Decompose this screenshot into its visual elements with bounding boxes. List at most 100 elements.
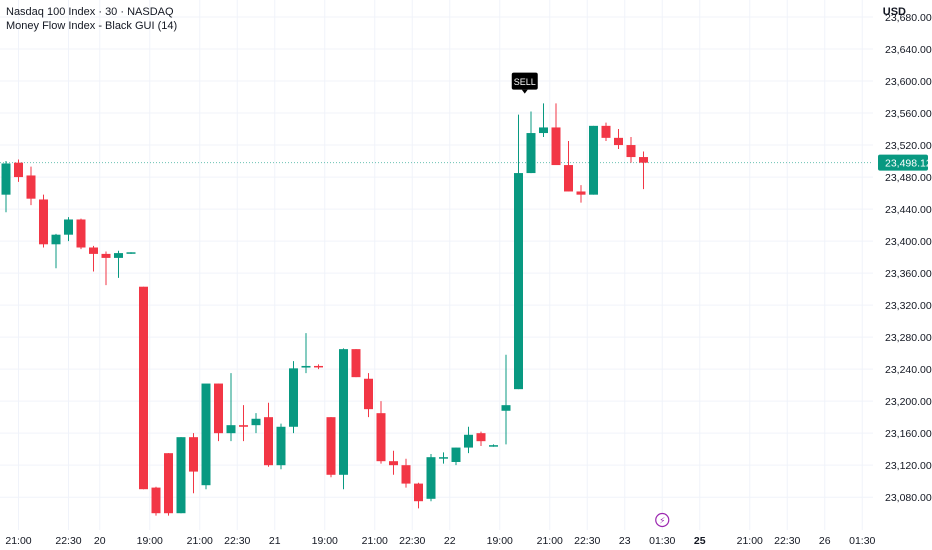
- candle: [564, 141, 573, 192]
- candle-body: [151, 487, 161, 514]
- candle: [26, 166, 36, 206]
- candle-body: [276, 426, 286, 466]
- candle-body: [26, 175, 36, 199]
- candle: [176, 437, 186, 514]
- price-tick-label: 23,600.00: [885, 76, 932, 88]
- time-tick-label: 21: [269, 535, 281, 547]
- time-tick-label: 22: [444, 535, 456, 547]
- candle-body: [501, 405, 511, 411]
- candle-body: [126, 252, 136, 254]
- lightning-symbol: ⚡: [659, 517, 665, 527]
- candle-body: [576, 191, 586, 195]
- candle-body: [76, 219, 86, 248]
- candle: [326, 417, 336, 478]
- candle: [339, 348, 348, 490]
- time-tick-label: 01:30: [849, 535, 875, 547]
- candle: [451, 447, 461, 466]
- candle: [476, 431, 486, 446]
- time-tick-label: 22:30: [774, 535, 800, 547]
- candle-body: [526, 133, 536, 174]
- price-tick-label: 23,320.00: [885, 300, 932, 312]
- price-tick-label: 23,680.00: [885, 12, 932, 24]
- price-tick-label: 23,400.00: [885, 236, 932, 248]
- candle: [276, 423, 286, 470]
- time-tick-label: 25: [694, 535, 706, 547]
- candle: [389, 450, 398, 475]
- candle: [139, 286, 148, 490]
- candle-body: [251, 418, 261, 426]
- candle: [614, 129, 623, 150]
- candle: [39, 194, 48, 248]
- candle: [601, 122, 611, 142]
- candle-body: [226, 425, 236, 434]
- candle: [414, 482, 423, 509]
- time-tick-label: 01:30: [649, 535, 675, 547]
- time-tick-label: 21:00: [5, 535, 31, 547]
- indicator-title[interactable]: Money Flow Index - Black GUI (14): [6, 20, 178, 32]
- candle-body: [364, 378, 373, 410]
- price-tick-label: 23,520.00: [885, 140, 932, 152]
- candle: [626, 137, 636, 163]
- candle-body: [326, 417, 336, 475]
- candle-body: [14, 162, 23, 178]
- candle: [76, 218, 86, 250]
- candle: [314, 364, 323, 370]
- candle-body: [101, 253, 111, 258]
- candle-body: [201, 383, 211, 486]
- time-tick-label: 19:00: [137, 535, 163, 547]
- candle: [439, 452, 448, 464]
- candle-body: [439, 457, 448, 459]
- candle-body: [426, 457, 436, 499]
- currency-label[interactable]: USD: [882, 6, 906, 18]
- candle-body: [264, 417, 273, 466]
- sell-signal[interactable]: SELL: [511, 72, 538, 94]
- last-price-badge: [878, 154, 928, 171]
- sell-signal-label: SELL: [514, 77, 536, 87]
- time-tick-label: 20: [94, 535, 106, 547]
- price-tick-label: 23,560.00: [885, 108, 932, 120]
- candle-body: [551, 127, 561, 166]
- candle-body: [351, 349, 361, 378]
- price-tick-label: 23,240.00: [885, 364, 932, 376]
- time-tick-label: 22:30: [55, 535, 81, 547]
- candle: [301, 333, 311, 374]
- candle-body: [1, 163, 11, 195]
- candle: [526, 111, 536, 174]
- candle-body: [614, 137, 623, 146]
- symbol-title[interactable]: Nasdaq 100 Index · 30 · NASDAQ: [6, 6, 174, 18]
- candle: [101, 251, 111, 286]
- candle: [426, 453, 436, 502]
- candle: [239, 405, 248, 442]
- price-axis-background: [873, 0, 932, 550]
- candle: [151, 486, 161, 516]
- candle-body: [289, 368, 298, 427]
- time-tick-label: 19:00: [312, 535, 338, 547]
- time-tick-label: 21:00: [537, 535, 563, 547]
- time-axis[interactable]: 21:00 22:30 20 19:00 21:00 22:30 21 19:00 21:00 2…: [0, 530, 932, 550]
- candle-body: [414, 483, 423, 502]
- price-tick-label: 23,640.00: [885, 44, 932, 56]
- candle-body: [389, 461, 398, 466]
- candle-body: [39, 199, 48, 245]
- candle: [364, 373, 373, 418]
- time-tick-label: 22:30: [574, 535, 600, 547]
- candle: [639, 151, 648, 190]
- candle-body: [114, 253, 123, 258]
- lightning-icon[interactable]: ⚡: [655, 512, 670, 528]
- candle: [14, 159, 23, 182]
- price-tick-label: 23,120.00: [885, 460, 932, 472]
- time-tick-label: 21:00: [737, 535, 763, 547]
- candle: [289, 361, 298, 434]
- time-tick-label: 22:30: [399, 535, 425, 547]
- candle: [114, 250, 123, 278]
- candle: [89, 245, 98, 272]
- candle-body: [239, 425, 248, 427]
- price-tick-label: 23,440.00: [885, 204, 932, 216]
- candle: [189, 433, 198, 494]
- candle: [201, 383, 211, 490]
- candle: [489, 444, 498, 447]
- candle-body: [464, 434, 473, 448]
- candle-body: [314, 365, 323, 368]
- price-axis[interactable]: 23,680.00 23,640.00 23,600.00 23,560.00 23,5…: [873, 0, 932, 550]
